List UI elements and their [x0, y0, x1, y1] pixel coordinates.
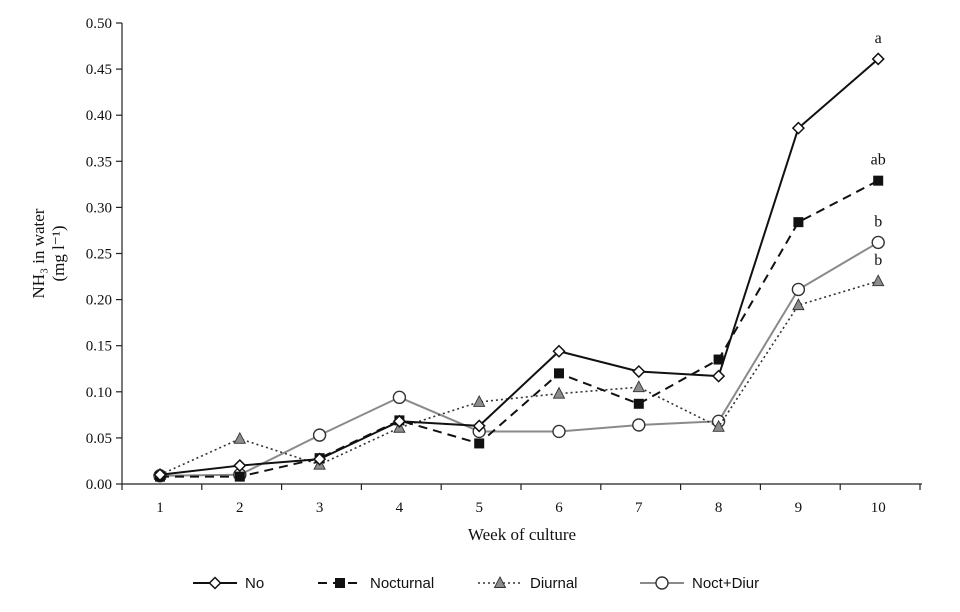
- data-point: [793, 217, 804, 228]
- data-point: [552, 424, 566, 439]
- data-point: [712, 369, 726, 383]
- data-point: [632, 364, 646, 379]
- data-point: [474, 438, 485, 449]
- series-diurnal: [153, 274, 885, 480]
- series-noct-diur: [153, 235, 885, 483]
- y-tick-label: 0.30: [86, 200, 112, 216]
- y-tick-label: 0.50: [86, 16, 112, 32]
- y-tick-label: 0.05: [86, 431, 112, 447]
- legend-item-noct-diur: Noct+Diur: [640, 575, 759, 592]
- data-point: [712, 419, 725, 432]
- x-tick-label: 10: [871, 500, 886, 516]
- data-point: [552, 386, 566, 399]
- legend-label: Nocturnal: [370, 575, 434, 592]
- legend-marker: [493, 576, 507, 588]
- data-point: [873, 175, 884, 186]
- series-group: [153, 52, 885, 483]
- data-point: [554, 368, 564, 379]
- data-point: [792, 298, 805, 311]
- significance-label: a: [875, 30, 882, 47]
- legend-item-diurnal: Diurnal: [478, 575, 578, 592]
- data-point: [791, 282, 806, 297]
- y-tick-label: 0.35: [86, 154, 112, 170]
- x-tick-label: 2: [236, 500, 244, 516]
- data-point: [233, 431, 247, 444]
- data-point: [472, 394, 486, 407]
- x-tick-label: 5: [475, 500, 483, 516]
- significance-label: ab: [871, 152, 886, 169]
- y-tick-label: 0.40: [86, 108, 112, 124]
- x-tick-label: 6: [555, 500, 563, 516]
- legend-label: Diurnal: [530, 575, 578, 592]
- legend-item-no: No: [193, 575, 264, 592]
- significance-label: b: [874, 252, 882, 269]
- y-ticks: 0.00 0.05 0.10 0.15 0.20 0.25 0.30 0.35 0.40 0.45…: [86, 16, 122, 493]
- legend-marker: [655, 576, 669, 590]
- data-point: [713, 354, 724, 365]
- y-tick-label: 0.45: [86, 62, 112, 78]
- data-point: [871, 235, 885, 250]
- y-tick-label: 0.15: [86, 339, 112, 355]
- data-point: [633, 398, 644, 409]
- data-point: [392, 414, 406, 428]
- y-tick-label: 0.10: [86, 385, 112, 401]
- legend-marker: [208, 576, 222, 590]
- x-tick-label: 1: [156, 500, 164, 516]
- y-axis-title-line1: NH₃ in water: [29, 208, 48, 298]
- x-tick-label: 7: [635, 500, 643, 516]
- data-point: [233, 458, 247, 473]
- x-tick-label: 3: [316, 500, 324, 516]
- x-axis-title: Week of culture: [468, 525, 576, 544]
- data-point: [871, 274, 885, 287]
- data-point: [552, 344, 566, 358]
- y-axis-title-line2: (mg l⁻¹): [49, 225, 68, 281]
- y-tick-label: 0.00: [86, 477, 112, 493]
- series-line: [159, 280, 879, 476]
- data-point: [313, 452, 327, 466]
- data-point: [632, 418, 646, 432]
- legend-label: Noct+Diur: [692, 575, 759, 592]
- legend-marker: [335, 578, 345, 588]
- series-no: [153, 52, 885, 482]
- data-point: [234, 471, 245, 482]
- x-ticks: 1 2 3 4 5 6 7 8 9 10: [121, 484, 921, 516]
- significance-label: b: [874, 213, 882, 230]
- data-point: [153, 468, 167, 482]
- series-line: [159, 241, 879, 477]
- y-tick-label: 0.20: [86, 293, 112, 309]
- legend-label: No: [245, 575, 264, 592]
- data-point: [472, 419, 486, 433]
- x-tick-label: 9: [795, 500, 803, 516]
- data-point: [791, 121, 805, 135]
- series-line: [160, 179, 879, 478]
- y-tick-label: 0.25: [86, 247, 112, 263]
- data-point: [632, 380, 646, 393]
- y-axis-title: NH₃ in water (mg l⁻¹): [29, 208, 68, 298]
- legend: No Nocturnal Diurnal Noct+Diur: [193, 575, 759, 592]
- series-line: [159, 58, 879, 476]
- plot-area: 0.00 0.05 0.10 0.15 0.20 0.25 0.30 0.35 0.40 0.45…: [86, 16, 922, 516]
- annotations: a ab b b: [871, 30, 886, 269]
- x-tick-label: 8: [715, 500, 723, 516]
- data-point: [392, 390, 407, 405]
- x-tick-label: 4: [396, 500, 404, 516]
- data-point: [312, 428, 327, 442]
- legend-item-nocturnal: Nocturnal: [318, 575, 434, 592]
- data-point: [871, 52, 885, 66]
